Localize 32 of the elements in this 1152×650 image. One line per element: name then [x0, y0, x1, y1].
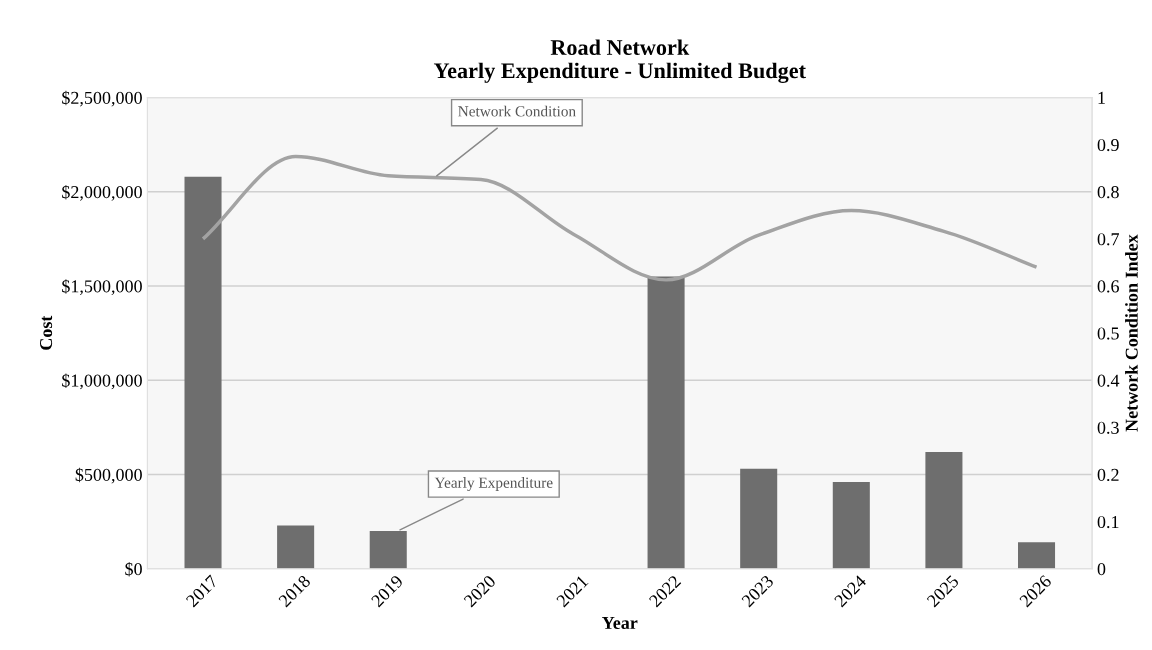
y2-tick-label: 0.9 [1097, 138, 1119, 152]
bar [184, 176, 222, 569]
line-series [201, 154, 1039, 282]
y2-tick-label: 0.7 [1097, 233, 1120, 246]
y-tick-label: $500,000 [75, 467, 142, 484]
x-axis-title: Year [602, 616, 638, 629]
y2-tick-label: 0.5 [1097, 327, 1119, 340]
bar [1018, 542, 1056, 569]
bar [647, 276, 685, 569]
y2-axis-title: Network Condition Index [1125, 234, 1138, 432]
text: Yearly Expenditure [434, 477, 553, 491]
y-tick-label: $2,000,000 [62, 184, 142, 201]
bar [925, 451, 963, 569]
text: Network Condition [458, 105, 576, 117]
bar [369, 531, 407, 569]
bar [740, 468, 778, 569]
bar [277, 525, 315, 569]
y2-tick-label: 0 [1097, 563, 1106, 576]
y-axis-title: Cost [39, 315, 53, 350]
y-tick-label: $1,500,000 [62, 279, 142, 296]
chart-title: Road Network Yearly Expenditure - Unlimited Budget [433, 39, 806, 83]
y2-tick-label: 0.8 [1097, 186, 1119, 199]
y-tick-label: $2,500,000 [62, 90, 142, 107]
y-tick-label: $0 [125, 561, 142, 577]
y2-tick-label: 0.4 [1097, 374, 1120, 387]
y2-tick-label: 0.6 [1097, 280, 1119, 293]
y-tick-label: $1,000,000 [62, 373, 142, 390]
bar [832, 482, 870, 569]
y2-tick-label: 0.2 [1097, 468, 1119, 482]
y2-tick-label: 0.1 [1097, 515, 1119, 529]
y2-tick-label: 1 [1098, 91, 1105, 104]
y2-tick-label: 0.3 [1097, 421, 1119, 434]
